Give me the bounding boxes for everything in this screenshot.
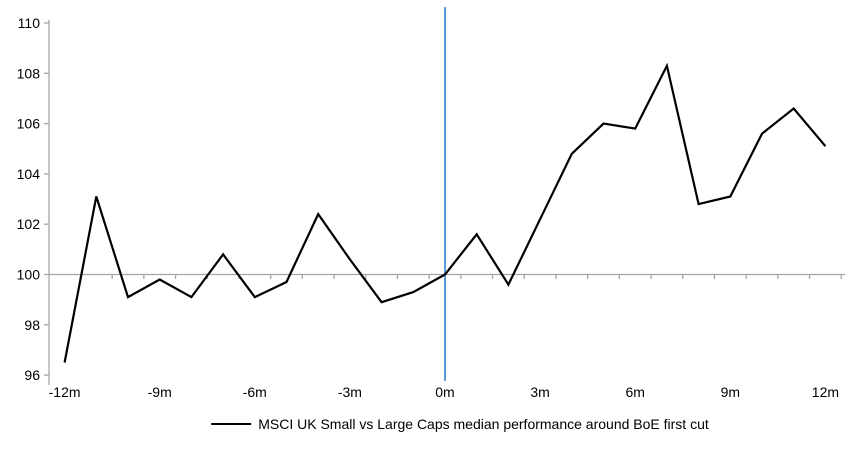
y-tick-label: 96 — [24, 367, 40, 383]
x-tick-label: -9m — [148, 384, 172, 400]
chart-legend: MSCI UK Small vs Large Caps median perfo… — [211, 417, 709, 431]
y-tick-label: 106 — [17, 116, 41, 132]
series-line — [63, 62, 827, 363]
x-tick-label: -6m — [243, 384, 267, 400]
y-tick-label: 100 — [17, 267, 41, 283]
x-tick-label: -3m — [338, 384, 362, 400]
y-tick-label: 110 — [18, 15, 41, 31]
y-tick-label: 104 — [17, 166, 41, 182]
x-tick-label: 6m — [625, 384, 644, 400]
x-tick-label: 0m — [435, 384, 454, 400]
y-tick-label: 98 — [24, 317, 40, 333]
x-tick-label: -12m — [49, 384, 81, 400]
legend-series-label: MSCI UK Small vs Large Caps median perfo… — [258, 416, 709, 432]
x-tick-label: 9m — [721, 384, 740, 400]
x-tick-label: 3m — [530, 384, 549, 400]
x-tick-label: 12m — [812, 384, 839, 400]
y-tick-label: 102 — [17, 216, 41, 232]
y-tick-label: 108 — [17, 65, 41, 81]
legend-line-swatch — [211, 423, 252, 425]
